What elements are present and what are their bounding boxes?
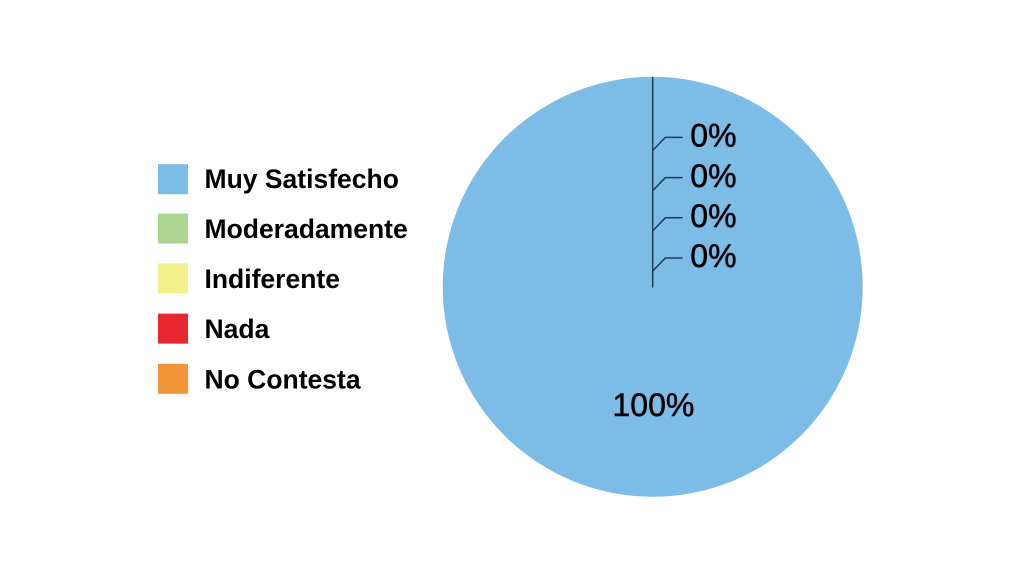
svg-text:Indiferente: Indiferente: [205, 264, 340, 294]
svg-text:100%: 100%: [613, 387, 695, 423]
svg-text:0%: 0%: [690, 118, 736, 154]
svg-text:No Contesta: No Contesta: [205, 364, 361, 394]
svg-text:Muy Satisfecho: Muy Satisfecho: [205, 164, 399, 194]
svg-text:Moderadamente: Moderadamente: [205, 214, 408, 244]
svg-text:0%: 0%: [690, 198, 736, 234]
svg-text:0%: 0%: [690, 158, 736, 194]
svg-text:Nada: Nada: [205, 314, 270, 344]
svg-text:0%: 0%: [690, 238, 736, 274]
